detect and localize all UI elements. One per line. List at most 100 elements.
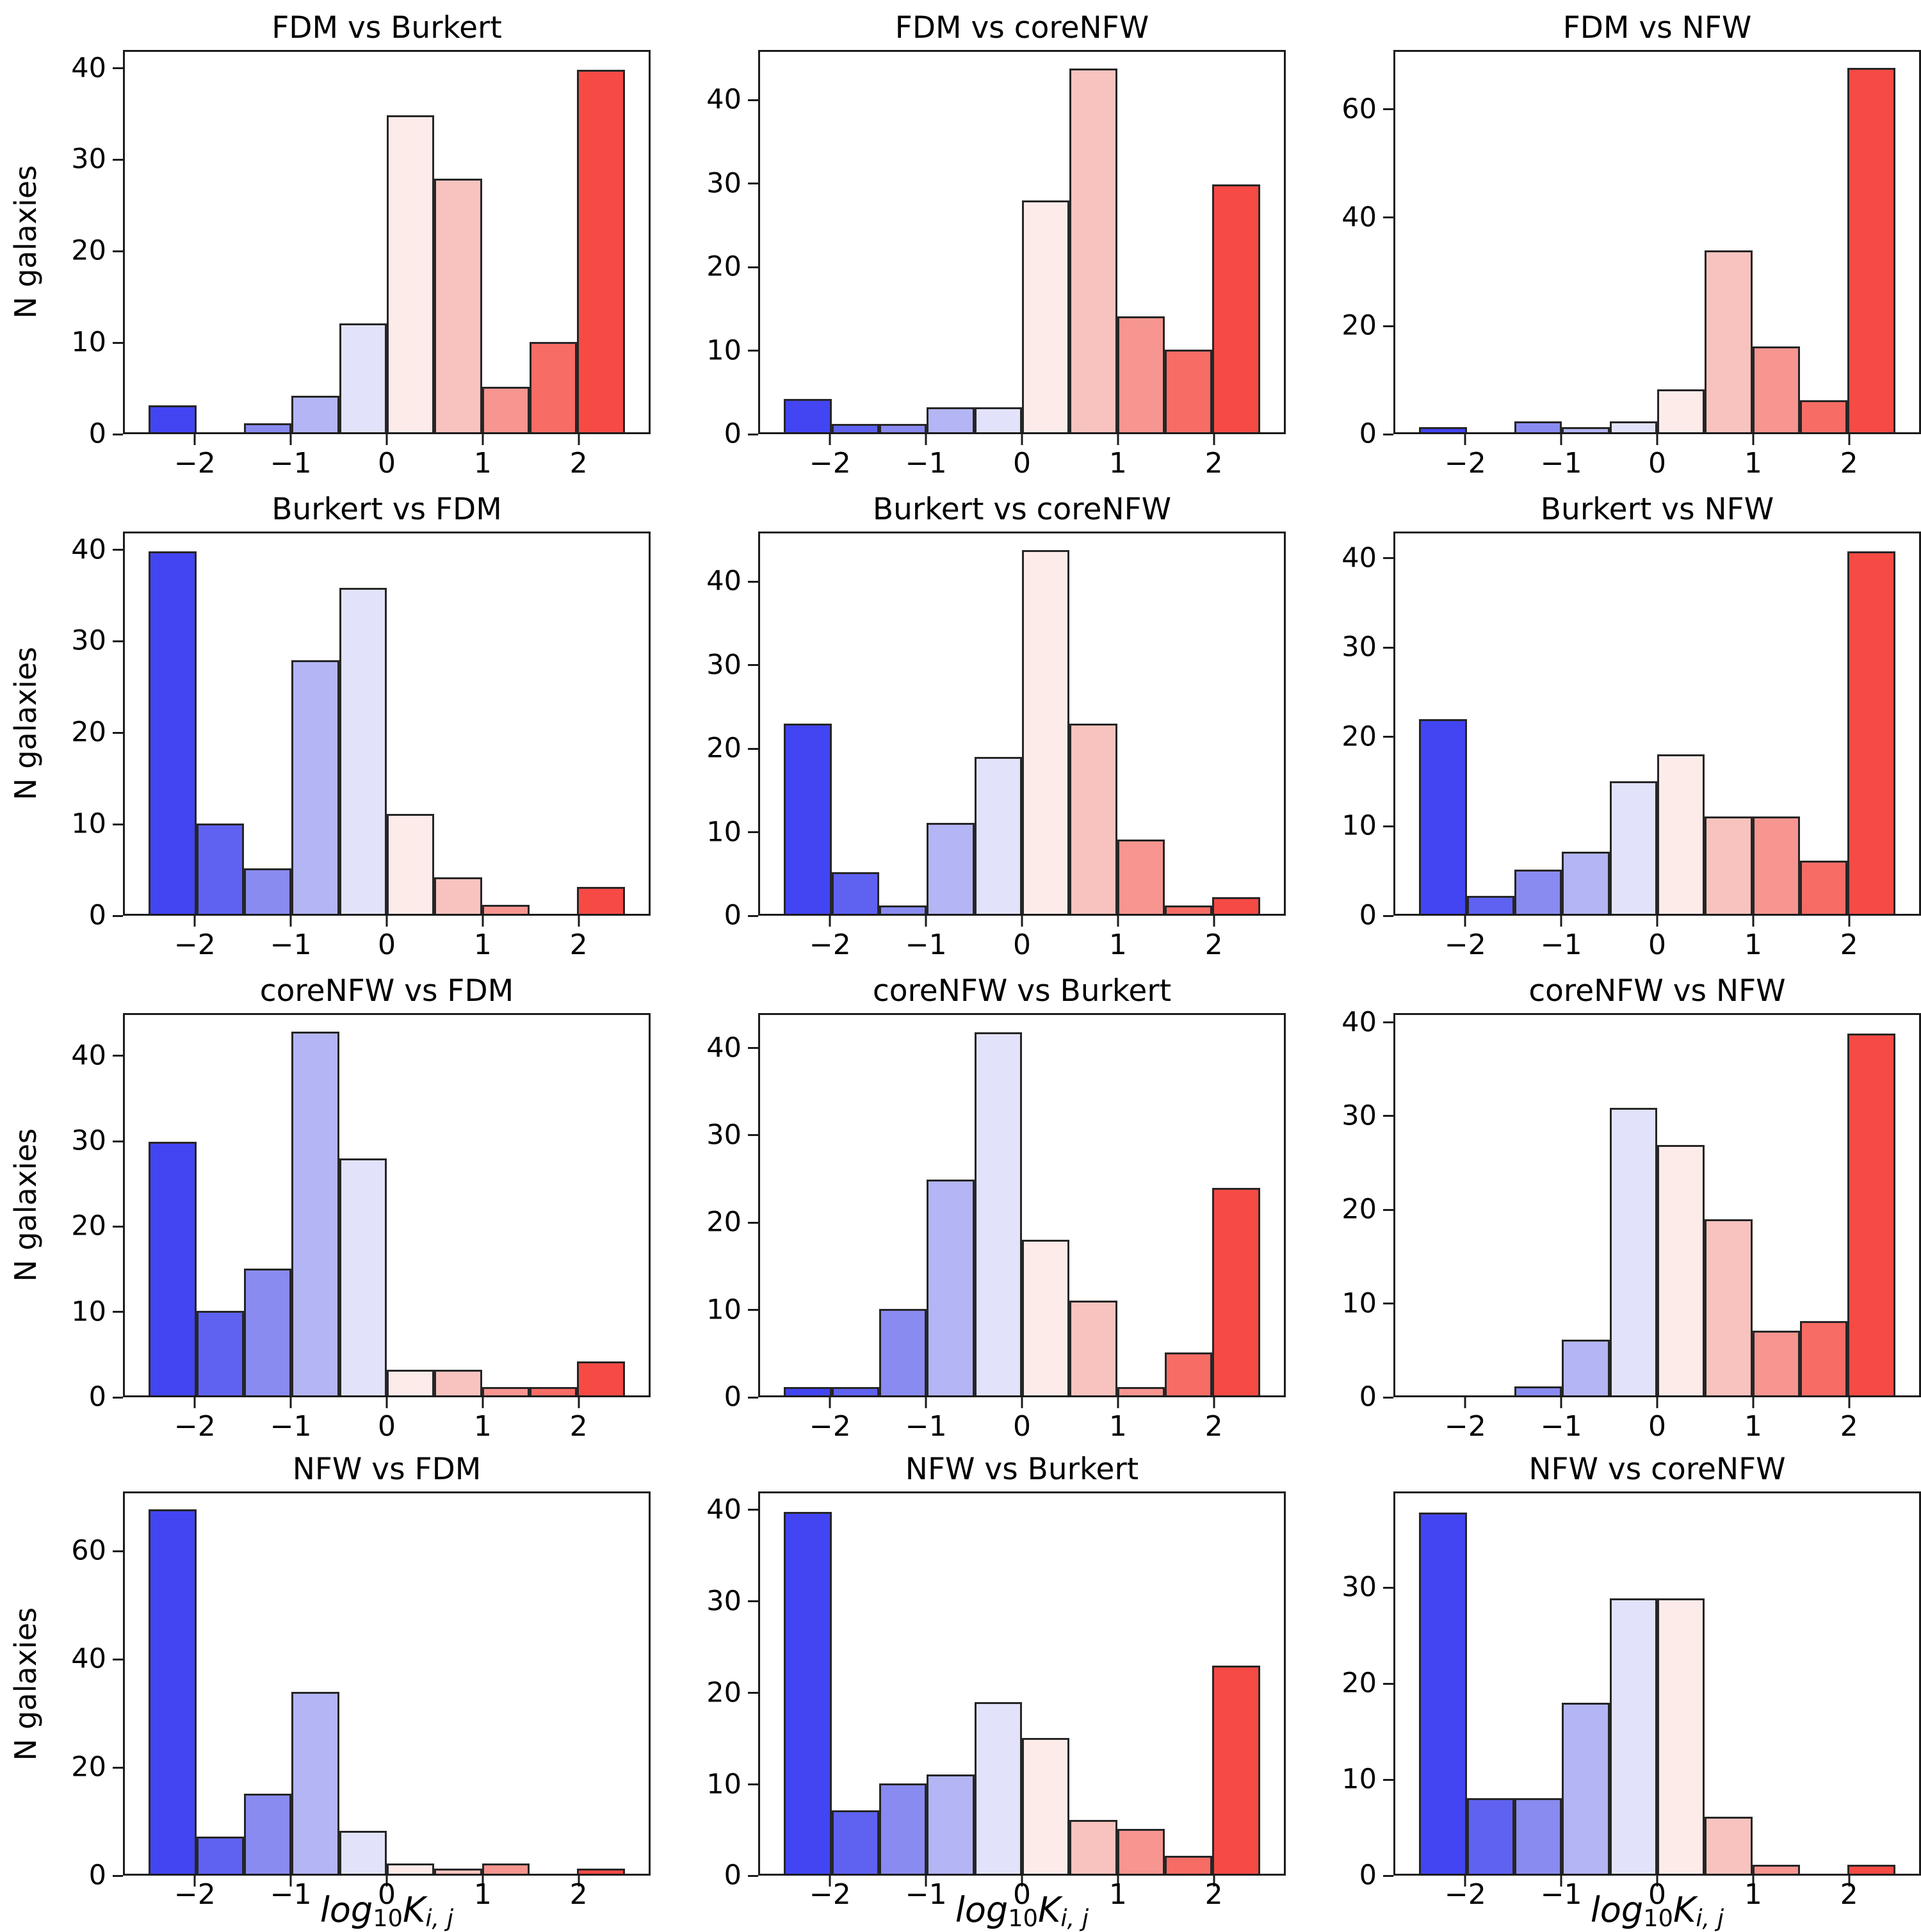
x-tick-label: 1 (473, 447, 492, 480)
y-tick-mark (748, 350, 758, 352)
y-tick-label: 10 (706, 1768, 742, 1800)
y-tick-label: 0 (88, 1859, 106, 1892)
x-tick-mark (193, 434, 196, 445)
x-tick-label: 1 (473, 1878, 492, 1912)
y-tick-mark (748, 1134, 758, 1137)
y-tick-label: 10 (71, 326, 106, 359)
plot-row: 0 10 20 30 40 (1286, 1009, 1921, 1411)
x-axis-tick-labels: −2 −1 0 1 2 (1393, 1410, 1921, 1443)
plot-row: 0 10 20 30 40 (651, 1491, 1286, 1889)
y-tick-mark (748, 1692, 758, 1694)
histogram-panel: Burkert vs FDM N galaxies 0 10 20 30 40 −2 −1 0 1 2 (0, 491, 651, 972)
panel-title: NFW vs Burkert (905, 1452, 1139, 1487)
histogram-bar (974, 756, 1022, 914)
y-tick-label: 30 (71, 1124, 106, 1157)
histogram-bar (974, 407, 1022, 432)
histogram-bar (482, 904, 530, 914)
histogram-bar (1165, 905, 1213, 914)
plot-area (123, 50, 651, 434)
histogram-panel: NFW vs coreNFW 0 10 20 30 −2 −1 0 1 2 log10Ki, j (1286, 1454, 1921, 1932)
y-axis-label: N galaxies (8, 1128, 43, 1282)
histogram-bar (1705, 816, 1753, 914)
histogram-bar (434, 1868, 482, 1874)
plot-area (123, 532, 651, 916)
histogram-bar (1752, 816, 1801, 914)
y-axis: 0 10 20 30 40 (686, 50, 758, 448)
x-tick-mark (289, 1397, 292, 1408)
y-tick-mark (1383, 1396, 1393, 1399)
histogram-bar (577, 886, 625, 914)
x-tick-mark (289, 434, 292, 445)
histogram-bar (784, 1386, 832, 1395)
x-tick-mark (1213, 434, 1215, 445)
y-tick-mark (1383, 1303, 1393, 1305)
y-tick-mark (113, 250, 123, 252)
histogram-panel: FDM vs coreNFW 0 10 20 30 40 −2 −1 0 1 2 (651, 9, 1286, 491)
histogram-bar (1847, 1033, 1895, 1395)
y-tick-mark (1383, 1586, 1393, 1589)
histogram-bar (1419, 1513, 1467, 1874)
x-tick-mark (1117, 434, 1119, 445)
panel-title: Burkert vs NFW (1540, 491, 1774, 527)
x-axis-tick-labels: −2 −1 0 1 2 (123, 447, 651, 480)
histogram-bar (577, 70, 625, 432)
x-tick-label: −2 (809, 929, 851, 961)
histogram-bar (1657, 1144, 1705, 1395)
histogram-bar (879, 1783, 927, 1874)
y-tick-mark (113, 341, 123, 344)
histogram-bar (1117, 1828, 1165, 1874)
x-tick-label: 0 (378, 929, 396, 961)
x-tick-label: −1 (270, 929, 312, 961)
y-tick-label: 40 (1341, 201, 1377, 234)
y-tick-label: 40 (71, 533, 106, 566)
y-tick-label: 20 (71, 1210, 106, 1242)
histogram-bar (1466, 1798, 1514, 1874)
x-tick-mark (193, 1397, 196, 1408)
histogram-bar (1514, 869, 1562, 914)
x-tick-mark (1021, 1876, 1023, 1887)
x-axis-ticks (123, 916, 651, 929)
y-tick-label: 10 (71, 808, 106, 840)
plot-area (758, 532, 1286, 916)
x-tick-label: 1 (1108, 1410, 1127, 1443)
x-tick-label: 1 (1744, 929, 1762, 961)
y-tick-label: 10 (71, 1295, 106, 1328)
y-tick-label: 40 (706, 1032, 742, 1064)
x-tick-mark (1021, 1397, 1023, 1408)
y-axis: 0 10 20 30 40 (51, 532, 123, 929)
y-axis-label: N galaxies (8, 165, 43, 319)
histogram-bar (1069, 68, 1117, 432)
histogram-bar (1752, 1330, 1801, 1395)
histogram-panel: coreNFW vs Burkert 0 10 20 30 40 −2 −1 0 1 2 (651, 972, 1286, 1454)
panel-title: coreNFW vs NFW (1528, 973, 1786, 1009)
y-tick-label: 10 (706, 334, 742, 367)
x-axis-tick-labels: −2 −1 0 1 2 (758, 1410, 1286, 1443)
y-tick-label: 30 (706, 1119, 742, 1151)
y-tick-mark (748, 1309, 758, 1311)
histogram-bar (482, 1863, 530, 1874)
y-tick-mark (1383, 1208, 1393, 1211)
y-label-slot: N galaxies (0, 50, 51, 434)
x-tick-mark (1656, 434, 1658, 445)
y-tick-label: 0 (1359, 1859, 1377, 1892)
histogram-bar (387, 115, 435, 432)
x-axis-tick-labels: −2 −1 0 1 2 (123, 1410, 651, 1443)
y-tick-label: 40 (1341, 542, 1377, 574)
x-tick-mark (1752, 1397, 1755, 1408)
y-tick-label: 30 (1341, 631, 1377, 663)
plot-row: N galaxies 0 10 20 30 40 (0, 532, 651, 929)
y-tick-label: 20 (1341, 309, 1377, 342)
x-tick-label: 0 (1648, 1878, 1666, 1912)
y-tick-mark (1383, 1874, 1393, 1877)
y-tick-label: 60 (1341, 93, 1377, 126)
y-tick-label: 20 (71, 1751, 106, 1783)
x-axis-ticks (123, 434, 651, 447)
y-tick-label: 0 (724, 899, 742, 932)
x-tick-mark (289, 1876, 292, 1887)
y-tick-mark (1383, 736, 1393, 738)
x-tick-label: −1 (270, 1410, 312, 1443)
plot-area (1393, 532, 1921, 916)
x-tick-label: −2 (1444, 929, 1486, 961)
histogram-bar (482, 1386, 530, 1395)
